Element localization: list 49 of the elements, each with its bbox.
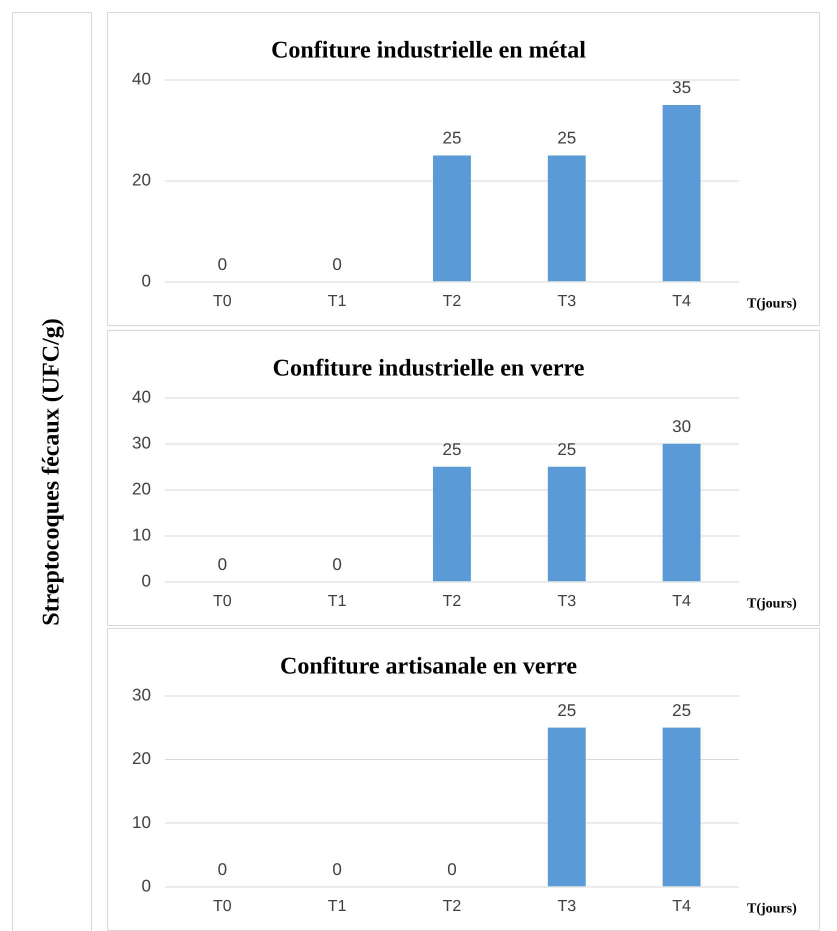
y-tick-label: 10 (132, 812, 151, 832)
x-tick-label: T3 (557, 898, 576, 915)
x-tick-label: T4 (672, 292, 692, 310)
data-label: 0 (447, 860, 457, 879)
x-tick-label: T2 (442, 592, 462, 610)
y-tick-label: 10 (132, 525, 151, 544)
x-tick-label: T2 (442, 898, 462, 915)
x-tick-label: T1 (328, 898, 347, 915)
y-tick-label: 30 (132, 433, 151, 452)
y-tick-label: 20 (132, 479, 151, 498)
x-axis-title: T(jours) (747, 596, 798, 612)
data-label: 25 (557, 440, 576, 459)
data-label: 25 (672, 700, 692, 720)
data-label: 30 (672, 416, 692, 436)
y-tick-label: 0 (141, 571, 151, 590)
data-label: 35 (672, 78, 692, 98)
data-label: 0 (332, 860, 342, 879)
y-tick-label: 20 (132, 749, 151, 768)
y-tick-label: 30 (132, 685, 151, 704)
x-tick-label: T1 (328, 292, 347, 310)
data-label: 25 (442, 440, 462, 459)
x-axis-title: T(jours) (747, 296, 798, 312)
x-tick-label: T0 (212, 292, 232, 310)
y-tick-label: 40 (132, 387, 151, 406)
x-tick-label: T4 (672, 592, 692, 610)
x-tick-label: T0 (212, 592, 232, 610)
y-axis-title: Streptocoques fécaux (UFC/g) (38, 318, 66, 626)
data-label: 0 (218, 254, 228, 274)
x-tick-label: T0 (212, 898, 232, 915)
chart-title: Confiture industrielle en verre (272, 356, 585, 382)
x-tick-label: T3 (557, 592, 576, 610)
x-tick-label: T2 (442, 292, 462, 310)
y-tick-label: 20 (132, 170, 151, 190)
x-axis-title: T(jours) (747, 901, 798, 916)
x-tick-label: T3 (557, 292, 576, 310)
data-label: 0 (218, 860, 228, 879)
chart-title: Confiture industrielle en métal (271, 38, 586, 64)
y-tick-label: 0 (141, 876, 151, 896)
y-tick-label: 40 (132, 69, 151, 88)
data-label: 0 (332, 254, 342, 274)
x-tick-label: T1 (328, 592, 347, 610)
data-label: 25 (557, 128, 576, 148)
data-label: 25 (442, 128, 462, 148)
x-tick-label: T4 (672, 898, 692, 915)
data-label: 25 (557, 700, 576, 720)
y-tick-label: 0 (141, 271, 151, 290)
data-label: 0 (332, 554, 342, 574)
chart-title: Confiture artisanale en verre (280, 654, 578, 680)
data-label: 0 (218, 554, 228, 574)
